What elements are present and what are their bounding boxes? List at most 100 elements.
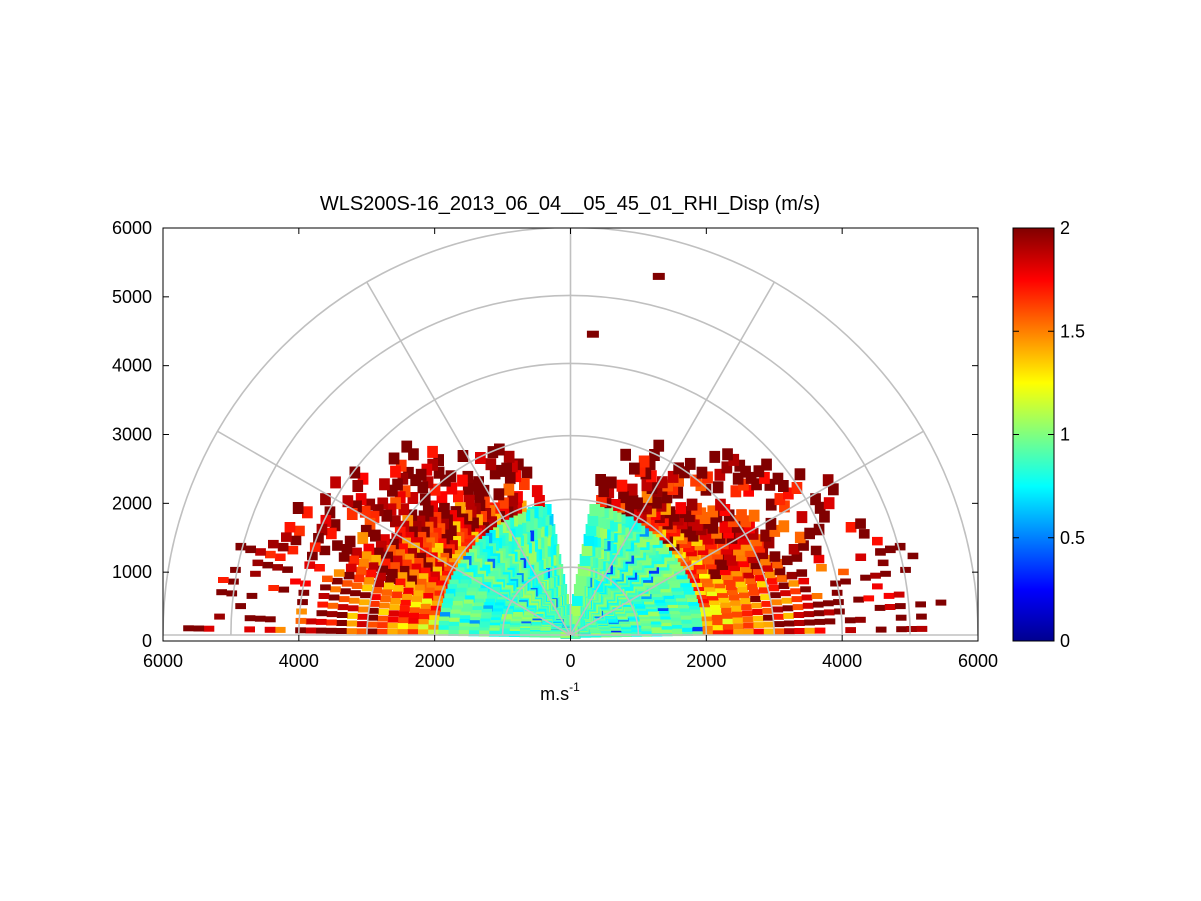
data-cell xyxy=(361,584,373,592)
data-cell xyxy=(750,596,761,602)
data-cell xyxy=(682,630,693,636)
data-cell xyxy=(193,625,205,632)
data-cell xyxy=(792,604,804,611)
data-cell xyxy=(245,545,256,554)
data-cell xyxy=(631,508,643,521)
data-cell xyxy=(373,579,384,588)
data-cell xyxy=(388,610,399,617)
data-cell xyxy=(672,626,683,633)
data-cell xyxy=(769,524,781,537)
data-cell xyxy=(281,532,292,542)
data-cell xyxy=(394,578,406,588)
data-cell xyxy=(359,505,371,518)
data-cell xyxy=(791,552,803,562)
data-cell xyxy=(235,542,247,551)
data-cell xyxy=(507,493,519,505)
data-cell xyxy=(828,483,839,496)
data-cell xyxy=(618,491,629,504)
data-cell xyxy=(752,615,764,622)
data-cell xyxy=(838,568,849,576)
data-cell xyxy=(450,609,461,616)
data-cell xyxy=(352,480,364,492)
data-cell xyxy=(572,594,583,606)
data-cell xyxy=(228,578,239,585)
data-cell xyxy=(748,551,759,564)
data-cell xyxy=(761,600,773,607)
data-cell xyxy=(733,629,744,636)
data-cell xyxy=(681,617,693,624)
data-cell xyxy=(745,575,757,585)
data-cell xyxy=(823,609,835,616)
data-cell xyxy=(425,582,437,592)
data-cell xyxy=(493,488,505,501)
data-cell xyxy=(755,572,766,582)
data-cell xyxy=(183,625,194,632)
data-cell xyxy=(757,547,769,560)
data-cell xyxy=(464,494,475,507)
data-cell xyxy=(302,506,313,519)
data-cell xyxy=(453,596,464,605)
data-cell xyxy=(407,629,418,636)
data-cell xyxy=(513,458,524,471)
data-cell xyxy=(376,628,388,635)
data-cell xyxy=(646,470,657,483)
data-cell xyxy=(262,561,274,569)
data-cell xyxy=(845,522,857,533)
data-cell xyxy=(448,630,459,636)
data-cell xyxy=(727,587,739,596)
data-cell xyxy=(388,452,400,465)
data-cell xyxy=(721,461,733,474)
data-cell xyxy=(351,547,362,559)
data-cell xyxy=(680,613,692,620)
x-tick-label: 2000 xyxy=(686,651,726,671)
data-cell xyxy=(803,611,815,618)
data-cell xyxy=(326,611,338,618)
data-cell xyxy=(883,592,895,599)
data-cell xyxy=(351,582,363,589)
data-cell xyxy=(368,510,380,523)
data-cell xyxy=(738,555,750,568)
data-cell xyxy=(692,625,703,632)
data-cell xyxy=(813,523,825,536)
data-cell xyxy=(935,599,947,606)
data-cell xyxy=(408,612,420,619)
data-cell xyxy=(653,439,665,452)
data-cell xyxy=(401,593,413,601)
data-cell xyxy=(794,531,806,544)
data-cell xyxy=(390,515,401,528)
data-cell xyxy=(331,577,343,585)
data-cell xyxy=(606,476,617,489)
data-cell xyxy=(226,590,238,597)
data-cell xyxy=(812,601,824,608)
data-cell xyxy=(408,448,419,461)
data-cell xyxy=(365,569,377,579)
data-cell xyxy=(468,623,480,630)
data-cell xyxy=(670,615,682,622)
data-cell xyxy=(675,502,687,515)
data-cell xyxy=(644,458,656,471)
data-cell xyxy=(770,592,781,599)
data-cell xyxy=(278,586,290,593)
data-cell xyxy=(367,614,378,621)
data-cell xyxy=(822,474,834,487)
data-cell xyxy=(355,566,367,576)
colorbar-tick-label: 2 xyxy=(1060,218,1070,238)
data-cell xyxy=(368,600,380,607)
data-cell xyxy=(469,620,480,627)
data-cell xyxy=(880,570,891,577)
data-cell xyxy=(349,466,361,479)
data-cell xyxy=(766,577,778,585)
data-cell xyxy=(702,620,713,626)
data-cell xyxy=(776,574,788,583)
data-cell xyxy=(771,599,783,606)
data-cell xyxy=(357,606,369,613)
data-cell xyxy=(498,497,509,510)
data-cell xyxy=(831,589,843,596)
data-cell xyxy=(451,605,462,612)
data-cell xyxy=(689,603,700,610)
data-cell xyxy=(328,594,340,601)
data-cell xyxy=(203,625,215,632)
x-axis-label: m.s-1 xyxy=(540,680,580,704)
data-cell xyxy=(743,568,755,579)
data-cell xyxy=(730,599,741,606)
